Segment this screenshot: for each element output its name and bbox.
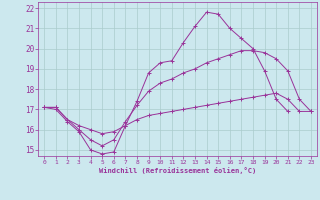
X-axis label: Windchill (Refroidissement éolien,°C): Windchill (Refroidissement éolien,°C) xyxy=(99,167,256,174)
